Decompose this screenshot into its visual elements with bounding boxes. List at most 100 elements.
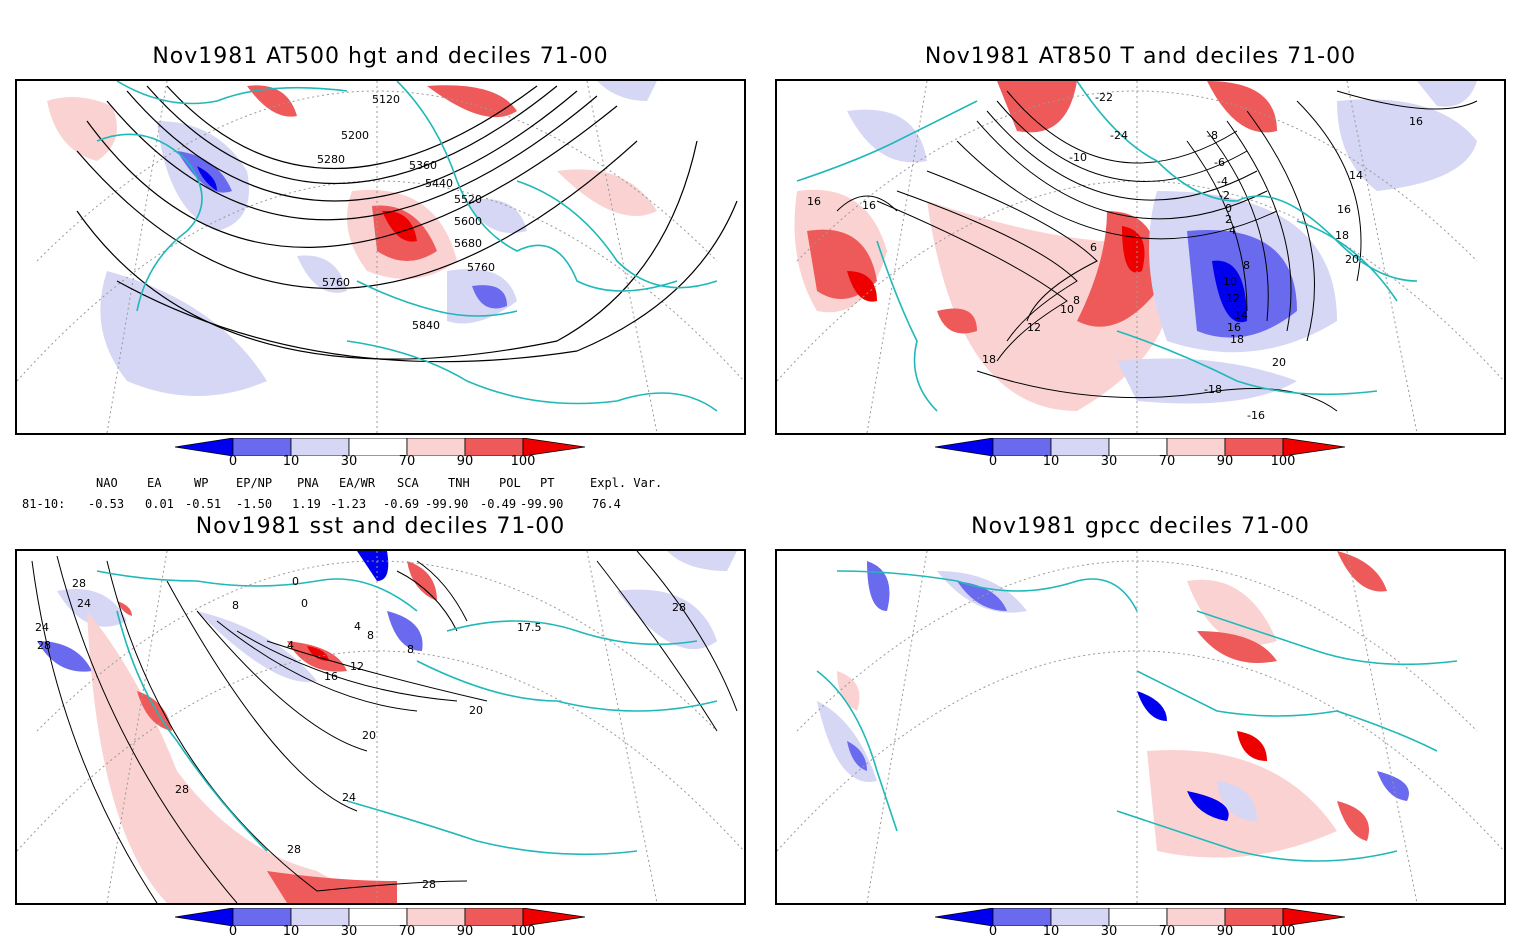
coastlines <box>96 81 718 412</box>
contour-label: 5520 <box>454 193 482 206</box>
anomaly-shading <box>794 81 1477 411</box>
colorbar-tick: 90 <box>1216 924 1234 939</box>
index-header: EA/WR <box>339 476 376 490</box>
contour-label: -4 <box>1217 175 1228 188</box>
panel-title: Nov1981 gpcc deciles 71-00 <box>971 514 1310 539</box>
contour-label: 8 <box>1073 294 1080 307</box>
contour-label: 14 <box>1349 169 1363 182</box>
panel-title: Nov1981 AT850 T and deciles 71-00 <box>924 44 1357 69</box>
colorbar: 0 10 30 70 90 100 <box>175 438 585 478</box>
index-header: PNA <box>297 476 319 490</box>
contour-label: 0 <box>292 575 299 588</box>
contour-label: 8 <box>232 599 239 612</box>
contour-label: -16 <box>1247 409 1265 422</box>
contour-label: 16 <box>324 670 338 683</box>
index-header: SCA <box>397 476 419 490</box>
contour-label: 8 <box>1243 259 1250 272</box>
colorbar-tick: 90 <box>456 454 474 469</box>
sst-contours <box>31 551 738 903</box>
anomaly-shading <box>37 551 737 903</box>
contour-label: 28 <box>672 601 686 614</box>
temperature-contours <box>836 90 1478 412</box>
colorbar-tick: 0 <box>988 924 998 939</box>
contour-label: 16 <box>1227 321 1241 334</box>
index-value: -0.51 <box>185 497 222 511</box>
colorbar-tick: 100 <box>1270 924 1296 939</box>
contour-label: -6 <box>1214 156 1225 169</box>
contour-label: 28 <box>72 577 86 590</box>
contour-label: 20 <box>1345 253 1359 266</box>
contour-label: 20 <box>469 704 483 717</box>
contour-label: 28 <box>287 843 301 856</box>
panel-title: Nov1981 sst and deciles 71-00 <box>195 514 566 539</box>
grid-lines <box>777 551 1504 903</box>
colorbar-tick: 10 <box>1042 924 1060 939</box>
colorbar-tick: 0 <box>228 924 238 939</box>
contour-label: 6 <box>1090 241 1097 254</box>
contour-label: 0 <box>1225 202 1232 215</box>
contour-label: 24 <box>342 791 356 804</box>
contour-label: 12 <box>1027 321 1041 334</box>
contour-label: 18 <box>982 353 996 366</box>
colorbar-tick: 70 <box>398 454 416 469</box>
contour-label: 28 <box>37 639 51 652</box>
colorbar-tick: 100 <box>510 454 536 469</box>
contour-label: 2 <box>1225 213 1232 226</box>
contour-label: -10 <box>1069 151 1087 164</box>
colorbar-tick: 70 <box>398 924 416 939</box>
contour-label: 4 <box>354 620 361 633</box>
contour-label: 18 <box>1230 333 1244 346</box>
colorbar-tick: 30 <box>1100 924 1118 939</box>
map-panel-gpcc <box>775 549 1506 905</box>
colorbar-tick: 70 <box>1158 924 1176 939</box>
contour-label: 10 <box>1060 303 1074 316</box>
contour-label: -24 <box>1110 129 1128 142</box>
contour-label: 28 <box>175 783 189 796</box>
contour-label: 16 <box>807 195 821 208</box>
colorbar: 0 10 30 70 90 100 <box>935 438 1345 478</box>
panel-title: Nov1981 AT500 hgt and deciles 71-00 <box>152 44 609 69</box>
height-contours <box>76 85 738 363</box>
contour-label: 24 <box>77 597 91 610</box>
contour-label: 5680 <box>454 237 482 250</box>
index-header: WP <box>194 476 209 490</box>
colorbar-tick: 0 <box>228 454 238 469</box>
contour-label: 8 <box>367 629 374 642</box>
index-value: -0.49 <box>480 497 517 511</box>
colorbar: 0 10 30 70 90 100 <box>175 908 585 948</box>
contour-label: 28 <box>422 878 436 891</box>
index-header: POL <box>499 476 521 490</box>
colorbar-tick: 10 <box>282 924 300 939</box>
index-header: EA <box>147 476 162 490</box>
colorbar-tick: 100 <box>510 924 536 939</box>
grid-lines <box>17 551 744 903</box>
contour-label: 24 <box>35 621 49 634</box>
contour-label: 4 <box>287 639 294 652</box>
contour-label: 5200 <box>341 129 369 142</box>
contour-label: 5360 <box>409 159 437 172</box>
map-panel-850t: -22 -24 -10 -8 -6 -4 -2 0 2 4 6 8 10 12 … <box>775 79 1506 435</box>
index-value: -99.90 <box>520 497 564 511</box>
contour-label: -2 <box>1219 189 1230 202</box>
colorbar-tick: 30 <box>340 454 358 469</box>
contour-label: -8 <box>1207 129 1218 142</box>
colorbar-tick: 70 <box>1158 454 1176 469</box>
contour-label: 17.5 <box>517 621 542 634</box>
index-value: 76.4 <box>592 497 621 511</box>
colorbar-tick: 30 <box>1100 454 1118 469</box>
coastlines <box>796 81 1418 412</box>
anomaly-shading <box>817 551 1409 858</box>
contour-label: 5120 <box>372 93 400 106</box>
index-value: -0.69 <box>383 497 420 511</box>
index-row-label: 81-10: <box>22 497 66 511</box>
coastlines <box>816 570 1458 862</box>
contour-label: 5840 <box>412 319 440 332</box>
index-value: -99.90 <box>425 497 469 511</box>
colorbar-tick: 30 <box>340 924 358 939</box>
contour-label: 5760 <box>322 276 350 289</box>
contour-label: -18 <box>1204 383 1222 396</box>
contour-label: 10 <box>1223 275 1237 288</box>
contour-label: 12 <box>350 660 364 673</box>
index-value: 1.19 <box>292 497 321 511</box>
colorbar-tick: 90 <box>1216 454 1234 469</box>
